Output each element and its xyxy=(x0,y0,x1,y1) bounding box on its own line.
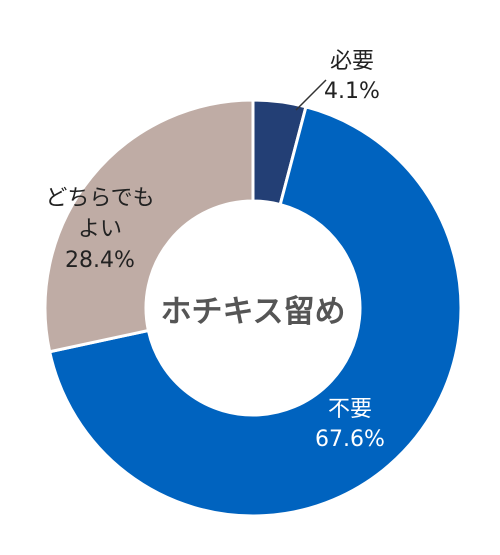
slice-name-label-hitsuyou-1: 必要 xyxy=(330,49,374,74)
slice-name-label-dochirademoyoi-1: どちらでも xyxy=(45,186,154,211)
slice-name-label-dochirademoyoi-2: よい xyxy=(78,217,122,242)
slice-dochirademoyoi xyxy=(43,98,255,354)
slice-value-label-hitsuyou: 4.1% xyxy=(324,79,380,104)
slice-value-label-fuyou: 67.6% xyxy=(315,427,385,452)
slice-value-label-dochirademoyoi: 28.4% xyxy=(65,248,135,273)
slice-name-label-fuyou-1: 不要 xyxy=(328,397,372,422)
leader-line-hitsuyou xyxy=(295,79,327,111)
slice-fuyou xyxy=(47,105,463,518)
chart-title: ホチキス留め xyxy=(160,294,345,330)
chart-slices xyxy=(43,98,463,518)
